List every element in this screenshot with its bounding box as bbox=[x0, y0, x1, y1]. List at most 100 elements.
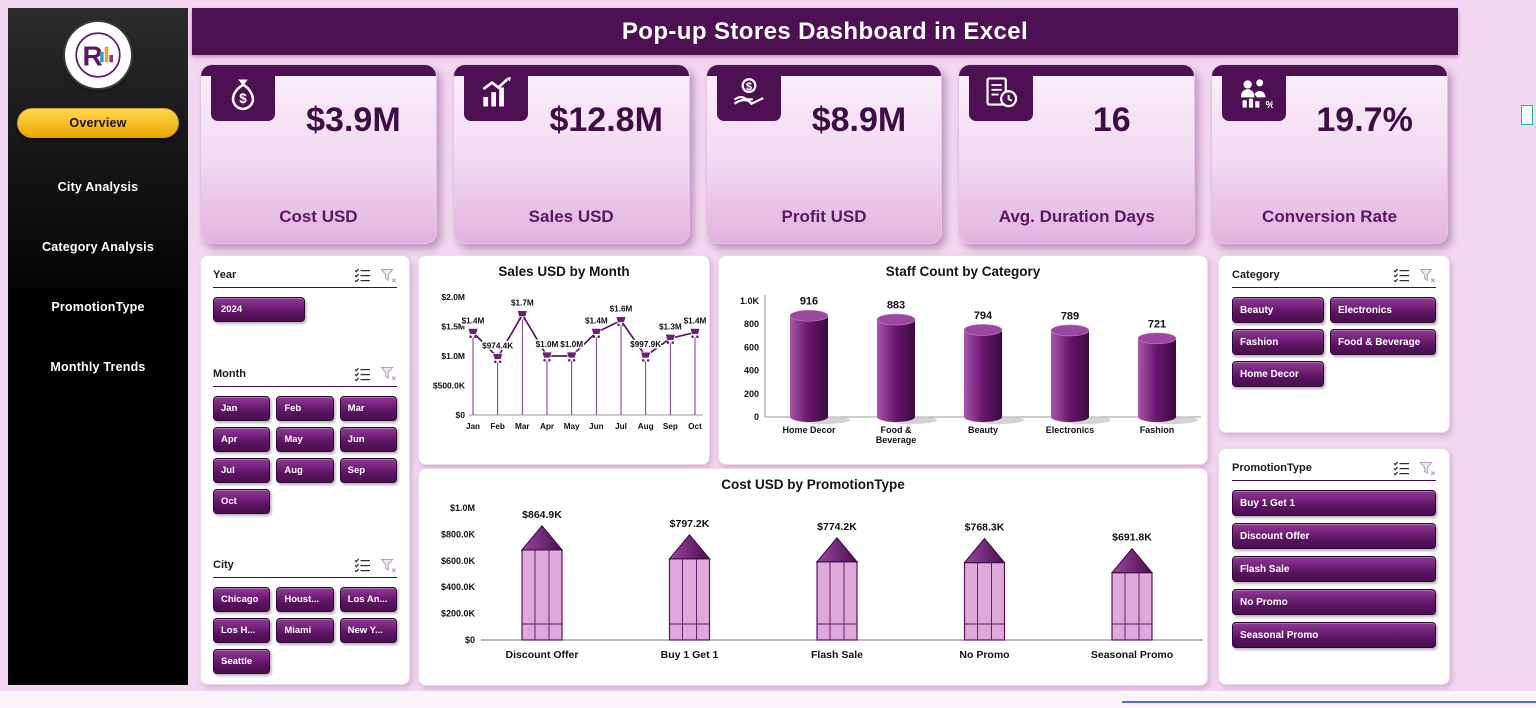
cart-marker bbox=[541, 351, 553, 362]
cart-marker bbox=[516, 310, 528, 321]
sales-chart-title: Sales USD by Month bbox=[498, 264, 630, 279]
sidebar-nav: Overview City Analysis Category Analysis Pr… bbox=[8, 108, 188, 378]
promotion-option-seasonal-promo[interactable]: Seasonal Promo bbox=[1232, 622, 1436, 648]
x-tick-label: Aug bbox=[638, 422, 654, 431]
month-option-jul[interactable]: Jul bbox=[213, 457, 271, 483]
cart-marker bbox=[492, 353, 504, 364]
data-label: $1.0M bbox=[536, 340, 559, 349]
month-option-mar[interactable]: Mar bbox=[339, 395, 397, 421]
svg-text:R: R bbox=[82, 40, 102, 71]
data-label: $1.4M bbox=[585, 316, 608, 325]
month-slicer-label: Month bbox=[213, 367, 246, 380]
multi-select-icon[interactable] bbox=[1393, 461, 1410, 475]
category-slicer-header: Category bbox=[1232, 266, 1436, 284]
y-tick-label: 200 bbox=[744, 389, 759, 399]
year-option-2024[interactable]: 2024 bbox=[213, 297, 305, 322]
promotion-option-flash-sale[interactable]: Flash Sale bbox=[1232, 556, 1436, 582]
x-tick-label: Beverage bbox=[876, 435, 917, 445]
kpi-card-profit-usd: $ $8.9M Profit USD bbox=[705, 64, 943, 244]
city-option-los-h[interactable]: Los H... bbox=[213, 618, 271, 643]
profit-hands-icon: $ bbox=[716, 65, 781, 121]
category-option-fashion[interactable]: Fashion bbox=[1232, 329, 1324, 355]
promotion-option-no-promo[interactable]: No Promo bbox=[1232, 589, 1436, 615]
x-tick-label: Discount Offer bbox=[506, 649, 579, 661]
month-options: Jan Feb Mar Apr May Jun Jul Aug Sep Oct bbox=[213, 395, 397, 514]
clear-filter-icon[interactable] bbox=[380, 366, 397, 381]
kpi-value-profit-usd: $8.9M bbox=[811, 101, 907, 139]
clear-filter-icon[interactable] bbox=[380, 558, 397, 573]
month-option-jan[interactable]: Jan bbox=[213, 395, 271, 421]
month-option-may[interactable]: May bbox=[276, 426, 334, 452]
year-slicer-header: Year bbox=[213, 266, 397, 284]
data-label: $691.8K bbox=[1112, 532, 1152, 544]
month-option-aug[interactable]: Aug bbox=[276, 457, 334, 483]
x-tick-label: May bbox=[564, 422, 580, 431]
cart-marker bbox=[590, 328, 602, 338]
month-option-jun[interactable]: Jun bbox=[339, 426, 397, 452]
promotion-options: Buy 1 Get 1 Discount Offer Flash Sale No Pr… bbox=[1232, 490, 1436, 648]
sidebar-item-category-analysis[interactable]: Category Analysis bbox=[41, 240, 154, 254]
data-label: $797.2K bbox=[670, 518, 710, 530]
city-option-chicago[interactable]: Chicago bbox=[213, 587, 271, 612]
y-tick-label: 0 bbox=[754, 412, 759, 422]
x-tick-label: Beauty bbox=[968, 425, 998, 435]
category-slicer: Category Beauty Electronics Fashion Food & B… bbox=[1232, 266, 1436, 387]
window-edge-line bbox=[1122, 701, 1536, 703]
data-label: $1.6M bbox=[610, 305, 633, 314]
kpi-card-conversion-rate: % 19.7% Conversion Rate bbox=[1211, 64, 1448, 244]
pencil-bar bbox=[1110, 547, 1154, 641]
sidebar-item-city-analysis[interactable]: City Analysis bbox=[57, 180, 139, 194]
city-options: Chicago Houst... Los An... Los H... Miami New… bbox=[213, 587, 397, 674]
category-option-beauty[interactable]: Beauty bbox=[1232, 297, 1324, 323]
multi-select-icon[interactable] bbox=[354, 558, 371, 572]
pencil-bar bbox=[963, 537, 1006, 641]
category-option-home-decor[interactable]: Home Decor bbox=[1232, 361, 1324, 387]
cart-marker bbox=[566, 351, 578, 362]
sales-by-month-chart-card: Sales USD by Month $0 $500.0K $1.0M $1.5M $2… bbox=[418, 255, 710, 465]
x-tick-label: Flash Sale bbox=[811, 649, 863, 661]
month-option-feb[interactable]: Feb bbox=[276, 395, 334, 421]
promotion-option-discount-offer[interactable]: Discount Offer bbox=[1232, 523, 1436, 549]
window-bottom-strip bbox=[0, 691, 1536, 708]
pencil-bar bbox=[668, 533, 711, 641]
city-slicer-label: City bbox=[213, 559, 234, 571]
excel-cell-marker bbox=[1521, 105, 1533, 125]
multi-select-icon[interactable] bbox=[354, 367, 371, 381]
month-option-sep[interactable]: Sep bbox=[339, 457, 397, 483]
x-tick-label: Fashion bbox=[1140, 425, 1175, 435]
month-option-apr[interactable]: Apr bbox=[213, 426, 271, 452]
x-tick-label: Sep bbox=[663, 422, 678, 431]
category-option-electronics[interactable]: Electronics bbox=[1330, 297, 1436, 323]
cart-marker bbox=[689, 328, 701, 338]
cost-pencil-chart: $0 $200.0K $400.0K $600.0K $800.0K $1.0M $864.… bbox=[441, 503, 1203, 661]
sidebar-item-monthly-trends[interactable]: Monthly Trends bbox=[50, 360, 146, 374]
clear-filter-icon[interactable] bbox=[1419, 268, 1436, 283]
year-slicer-label: Year bbox=[213, 269, 237, 281]
city-option-new-y[interactable]: New Y... bbox=[339, 618, 397, 643]
kpi-value-avg-duration-days: 16 bbox=[1092, 101, 1131, 139]
city-slicer-header: City bbox=[213, 556, 397, 574]
kpi-value-conversion-rate: 19.7% bbox=[1316, 101, 1413, 139]
data-label: 721 bbox=[1148, 318, 1166, 330]
sidebar-item-promotiontype[interactable]: PromotionType bbox=[51, 300, 145, 314]
promotion-option-buy-1-get-1[interactable]: Buy 1 Get 1 bbox=[1232, 490, 1436, 516]
month-option-oct[interactable]: Oct bbox=[213, 488, 271, 514]
city-option-los-an[interactable]: Los An... bbox=[339, 587, 397, 612]
city-option-seattle[interactable]: Seattle bbox=[213, 649, 271, 674]
category-option-food-beverage[interactable]: Food & Beverage bbox=[1330, 329, 1436, 355]
cost-by-promotion-chart-card: Cost USD by PromotionType $0 $200.0K $400.… bbox=[418, 468, 1208, 686]
category-slicer-card: Category Beauty Electronics Fashion Food & B… bbox=[1218, 255, 1450, 433]
clear-filter-icon[interactable] bbox=[380, 268, 397, 283]
data-label: $1.4M bbox=[684, 316, 707, 325]
promotion-slicer-label: PromotionType bbox=[1232, 462, 1312, 474]
city-option-miami[interactable]: Miami bbox=[276, 618, 334, 643]
city-option-houst[interactable]: Houst... bbox=[276, 587, 334, 612]
sidebar-item-overview[interactable]: Overview bbox=[17, 108, 179, 138]
sidebar: R Overview City Analysis Category Analysis… bbox=[8, 8, 188, 685]
multi-select-icon[interactable] bbox=[1393, 268, 1410, 282]
y-tick-label: $600.0K bbox=[441, 556, 476, 566]
multi-select-icon[interactable] bbox=[354, 268, 371, 282]
clear-filter-icon[interactable] bbox=[1419, 461, 1436, 476]
